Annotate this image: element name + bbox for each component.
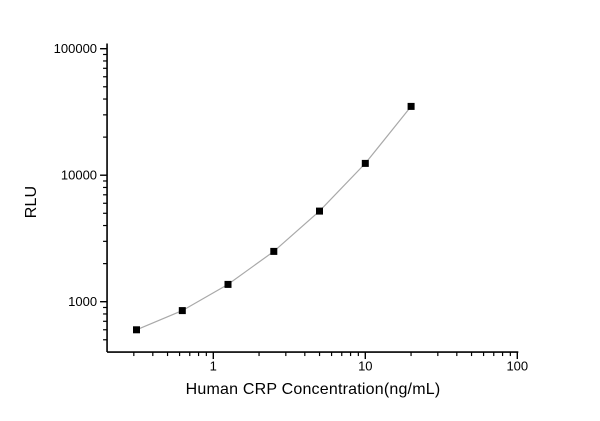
y-axis-title: RLU bbox=[23, 185, 40, 219]
data-point-marker bbox=[178, 307, 186, 315]
y-tick-label: 100000 bbox=[54, 41, 97, 56]
data-point-marker bbox=[361, 159, 369, 167]
data-point-marker bbox=[270, 247, 278, 255]
x-axis-title: Human CRP Concentration(ng/mL) bbox=[185, 381, 441, 398]
data-point-marker bbox=[407, 102, 415, 110]
y-tick-label: 1000 bbox=[68, 294, 97, 309]
data-point-marker bbox=[224, 280, 232, 288]
x-tick-label: 1 bbox=[210, 359, 217, 374]
x-tick-label: 100 bbox=[506, 359, 528, 374]
data-point-marker bbox=[316, 207, 323, 215]
x-tick-label: 10 bbox=[358, 359, 372, 374]
data-point-marker bbox=[133, 326, 140, 334]
y-tick-label: 10000 bbox=[61, 168, 97, 183]
